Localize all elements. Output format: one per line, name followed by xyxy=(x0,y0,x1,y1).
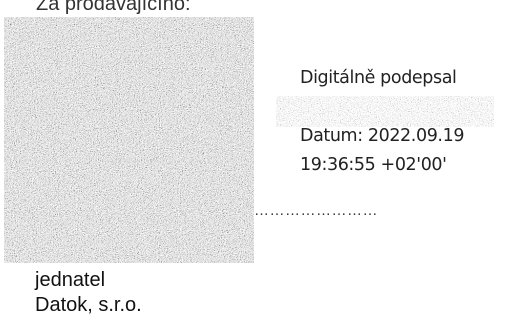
signature-dotted-line: …………………… xyxy=(254,202,378,219)
signatory-role: jednatel xyxy=(35,269,106,291)
heading-text: Za prodávajícího: xyxy=(36,0,191,18)
digitally-signed-by-label: Digitálně podepsal xyxy=(300,68,457,88)
signature-date: Datum: 2022.09.19 xyxy=(300,126,465,146)
heading-label: Za prodávajícího: xyxy=(36,0,191,15)
signer-name-redacted xyxy=(276,96,494,127)
signature-image xyxy=(4,17,254,263)
digital-signature-block: Digitálně podepsal Datum: 2022.09.19 19:… xyxy=(300,64,464,180)
signature-time: 19:36:55 +02'00' xyxy=(300,155,447,175)
signatory-block: jednatel Datok, s.r.o. xyxy=(35,268,142,318)
signatory-company: Datok, s.r.o. xyxy=(35,294,142,316)
